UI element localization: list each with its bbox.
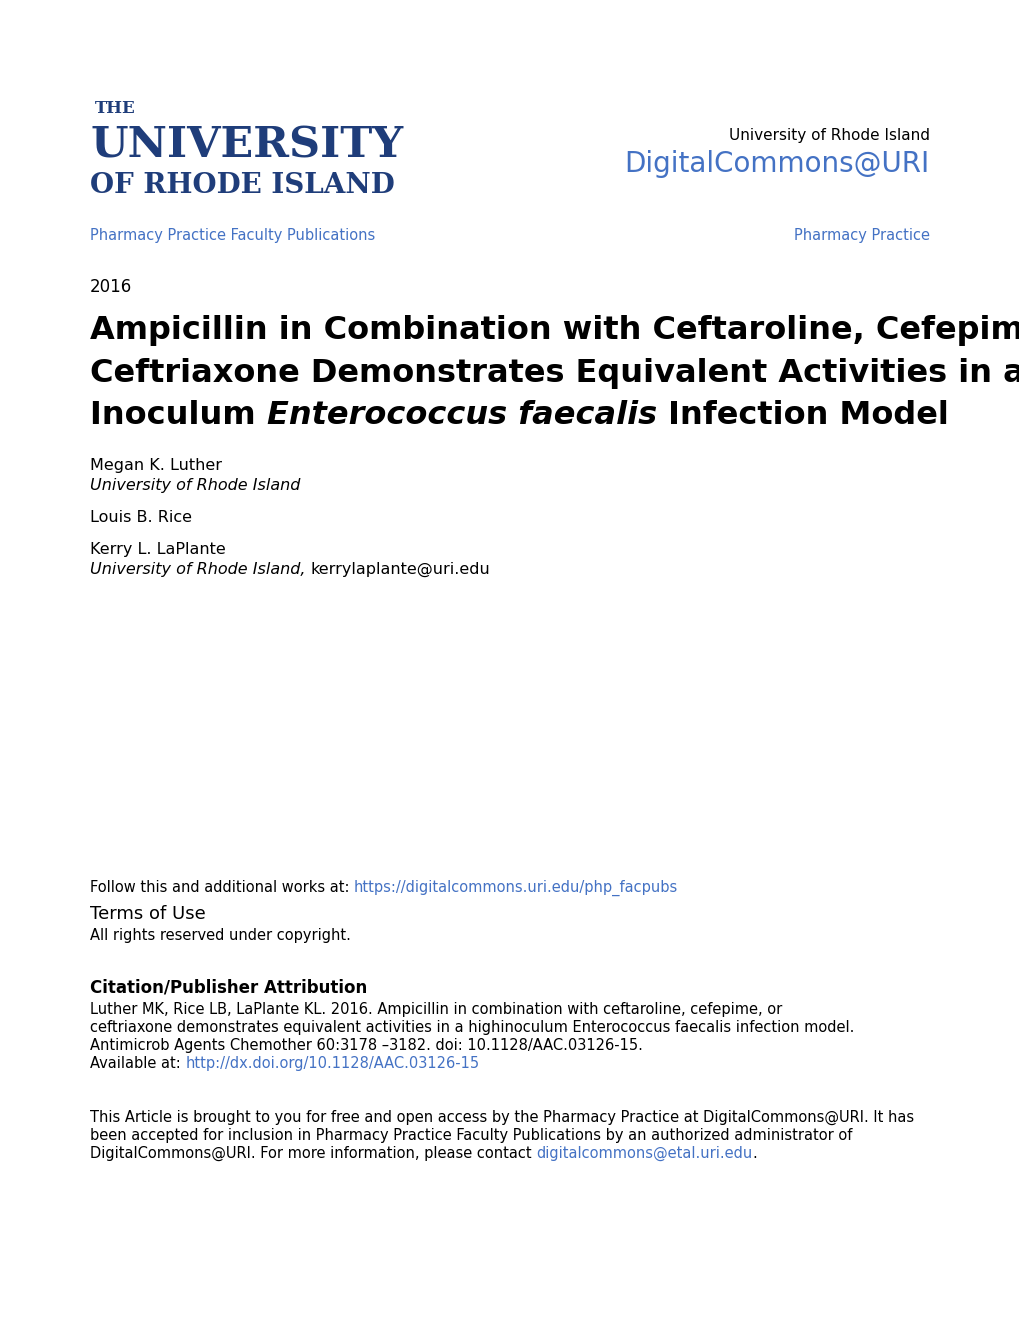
Text: 2016: 2016 [90, 279, 132, 296]
Text: Luther MK, Rice LB, LaPlante KL. 2016. Ampicillin in combination with ceftarolin: Luther MK, Rice LB, LaPlante KL. 2016. A… [90, 1002, 782, 1016]
Text: Follow this and additional works at:: Follow this and additional works at: [90, 880, 354, 895]
Text: Antimicrob Agents Chemother 60:3178 –3182. doi: 10.1128/AAC.03126-15.: Antimicrob Agents Chemother 60:3178 –318… [90, 1038, 642, 1053]
Text: ceftriaxone demonstrates equivalent activities in a highinoculum Enterococcus fa: ceftriaxone demonstrates equivalent acti… [90, 1020, 854, 1035]
Text: Available at:: Available at: [90, 1056, 185, 1071]
Text: University of Rhode Island,: University of Rhode Island, [90, 562, 311, 577]
Text: Pharmacy Practice: Pharmacy Practice [793, 228, 929, 243]
Text: OF RHODE ISLAND: OF RHODE ISLAND [90, 172, 394, 199]
Text: digitalcommons@etal.uri.edu: digitalcommons@etal.uri.edu [536, 1146, 752, 1162]
Text: UNIVERSITY: UNIVERSITY [90, 125, 403, 168]
Text: University of Rhode Island: University of Rhode Island [729, 128, 929, 143]
Text: .: . [752, 1146, 756, 1162]
Text: This Article is brought to you for free and open access by the Pharmacy Practice: This Article is brought to you for free … [90, 1110, 913, 1125]
Text: Terms of Use: Terms of Use [90, 906, 206, 923]
Text: http://dx.doi.org/10.1128/AAC.03126-15: http://dx.doi.org/10.1128/AAC.03126-15 [185, 1056, 479, 1071]
Text: Enterococcus faecalis: Enterococcus faecalis [267, 400, 656, 432]
Text: Louis B. Rice: Louis B. Rice [90, 510, 192, 525]
Text: Megan K. Luther: Megan K. Luther [90, 458, 222, 473]
Text: DigitalCommons@URI. For more information, please contact: DigitalCommons@URI. For more information… [90, 1146, 536, 1162]
Text: been accepted for inclusion in Pharmacy Practice Faculty Publications by an auth: been accepted for inclusion in Pharmacy … [90, 1129, 852, 1143]
Text: kerrylaplante@uri.edu: kerrylaplante@uri.edu [311, 562, 490, 577]
Text: Ceftriaxone Demonstrates Equivalent Activities in a High-: Ceftriaxone Demonstrates Equivalent Acti… [90, 358, 1019, 389]
Text: Citation/Publisher Attribution: Citation/Publisher Attribution [90, 978, 367, 997]
Text: Inoculum: Inoculum [90, 400, 267, 432]
Text: DigitalCommons@URI: DigitalCommons@URI [624, 150, 929, 178]
Text: All rights reserved under copyright.: All rights reserved under copyright. [90, 928, 351, 942]
Text: University of Rhode Island: University of Rhode Island [90, 478, 300, 492]
Text: Infection Model: Infection Model [656, 400, 948, 432]
Text: Pharmacy Practice Faculty Publications: Pharmacy Practice Faculty Publications [90, 228, 375, 243]
Text: Ampicillin in Combination with Ceftaroline, Cefepime, or: Ampicillin in Combination with Ceftaroli… [90, 315, 1019, 346]
Text: Kerry L. LaPlante: Kerry L. LaPlante [90, 543, 225, 557]
Text: https://digitalcommons.uri.edu/php_facpubs: https://digitalcommons.uri.edu/php_facpu… [354, 880, 678, 896]
Text: THE: THE [95, 100, 136, 117]
